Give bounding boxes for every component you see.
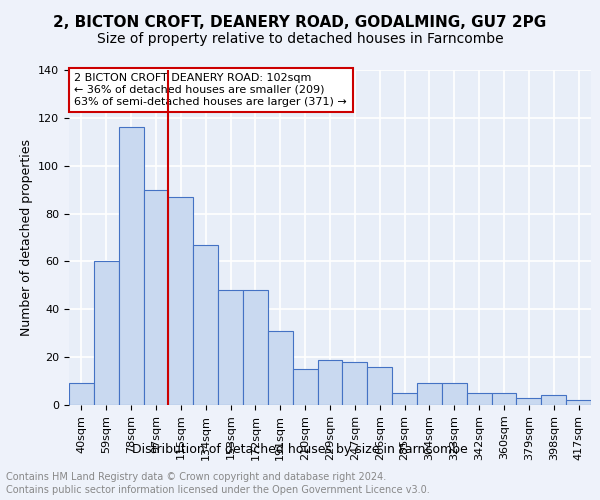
Bar [392, 393, 417, 405]
Bar [343, 362, 367, 405]
Bar [442, 384, 467, 405]
Bar [517, 398, 541, 405]
Bar [417, 384, 442, 405]
Text: Distribution of detached houses by size in Farncombe: Distribution of detached houses by size … [132, 442, 468, 456]
Bar [193, 244, 218, 405]
Bar [69, 384, 94, 405]
Bar [467, 393, 491, 405]
Bar [243, 290, 268, 405]
Text: 2 BICTON CROFT DEANERY ROAD: 102sqm
← 36% of detached houses are smaller (209)
6: 2 BICTON CROFT DEANERY ROAD: 102sqm ← 36… [74, 74, 347, 106]
Bar [541, 396, 566, 405]
Bar [169, 197, 193, 405]
Bar [367, 366, 392, 405]
Text: Contains HM Land Registry data © Crown copyright and database right 2024.: Contains HM Land Registry data © Crown c… [6, 472, 386, 482]
Bar [293, 369, 317, 405]
Bar [566, 400, 591, 405]
Bar [94, 262, 119, 405]
Bar [491, 393, 517, 405]
Bar [218, 290, 243, 405]
Bar [268, 331, 293, 405]
Text: Size of property relative to detached houses in Farncombe: Size of property relative to detached ho… [97, 32, 503, 46]
Y-axis label: Number of detached properties: Number of detached properties [20, 139, 32, 336]
Bar [317, 360, 343, 405]
Text: 2, BICTON CROFT, DEANERY ROAD, GODALMING, GU7 2PG: 2, BICTON CROFT, DEANERY ROAD, GODALMING… [53, 15, 547, 30]
Text: Contains public sector information licensed under the Open Government Licence v3: Contains public sector information licen… [6, 485, 430, 495]
Bar [143, 190, 169, 405]
Bar [119, 128, 143, 405]
